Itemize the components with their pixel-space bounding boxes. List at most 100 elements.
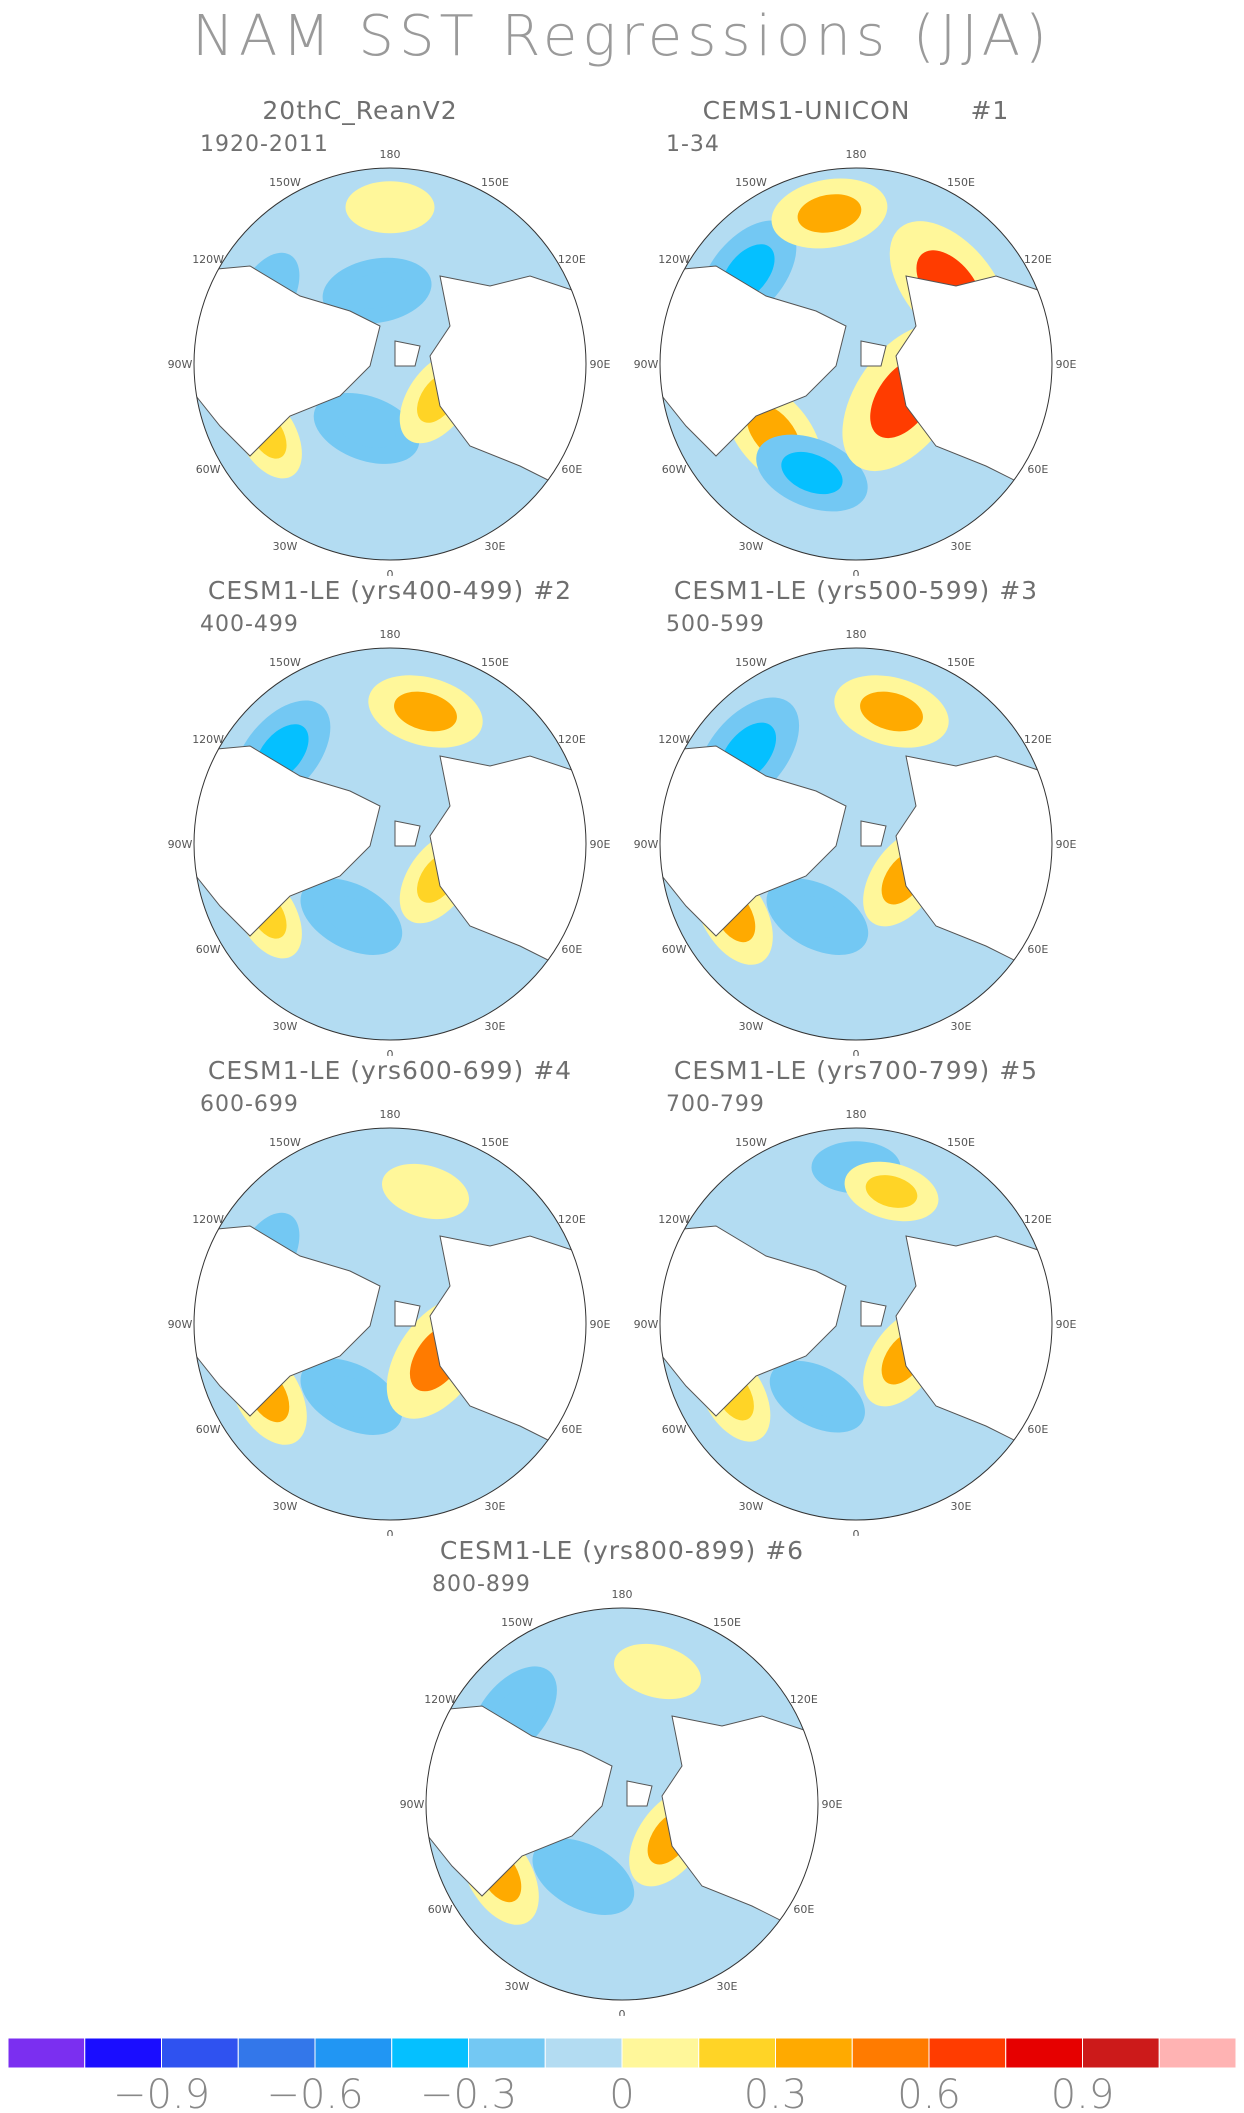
longitude-label: 180 — [380, 1108, 401, 1121]
anomaly-core — [791, 1376, 844, 1417]
longitude-label: 120E — [1024, 1213, 1052, 1226]
landmass — [860, 340, 887, 367]
longitude-label: 0 — [619, 2008, 626, 2016]
panel-title: CESM1-LE (yrs700-799) #5 — [673, 1056, 1039, 1085]
anomaly-core — [394, 691, 457, 732]
longitude-label: 60E — [561, 943, 582, 956]
panel-years: 800-899 — [432, 1572, 531, 1597]
longitude-label: 90E — [822, 1798, 843, 1811]
colorbar-swatch — [314, 2037, 393, 2069]
anomaly-region — [382, 1163, 470, 1220]
longitude-label: 60E — [1027, 1423, 1048, 1436]
longitude-label: 60W — [662, 463, 687, 476]
anomaly-core — [323, 895, 380, 938]
colorbar-label: 0 — [609, 2072, 634, 2112]
longitude-label: 0 — [853, 1048, 860, 1056]
map-boundary — [193, 167, 587, 561]
panel-title: CEMS1-UNICON #1 — [702, 96, 1010, 125]
longitude-label: 30W — [505, 1980, 530, 1993]
colorbar: −0.9 −0.6 −0.3 0 0.3 0.6 0.9 — [8, 2037, 1236, 2112]
longitude-label: 120E — [558, 1213, 586, 1226]
colorbar-label: 0.6 — [897, 2072, 961, 2112]
longitude-label: 0 — [853, 568, 860, 576]
polar-map: 180 150E 120E 90E 60E 30E 0 30W 60W 90W 120W 150W — [634, 1108, 1077, 1536]
longitude-label: 150W — [269, 1136, 301, 1149]
panel-years: 700-799 — [666, 1092, 765, 1117]
panel-years: 400-499 — [200, 612, 299, 637]
anomaly-core — [860, 691, 923, 732]
longitude-label: 180 — [846, 148, 867, 161]
polar-map: 180 150E 120E 90E 60E 30E 0 30W 60W 90W 120W 150W — [168, 1108, 611, 1536]
longitude-label: 180 — [846, 628, 867, 641]
longitude-label: 30W — [739, 1500, 764, 1513]
longitude-label: 0 — [387, 1528, 394, 1536]
longitude-label: 150W — [269, 656, 301, 669]
anomaly-core — [789, 895, 846, 938]
figure-title: NAM SST Regressions (JJA) — [192, 4, 1052, 69]
panel-title: 20thC_ReanV2 — [262, 96, 458, 125]
anomaly-core — [865, 1175, 918, 1208]
anomaly-region — [614, 1643, 702, 1700]
longitude-label: 180 — [380, 628, 401, 641]
colorbar-swatch — [775, 2037, 853, 2069]
colorbar-swatch — [161, 2037, 239, 2069]
anomaly-core — [797, 194, 862, 233]
landmass — [626, 1780, 653, 1807]
longitude-label: 30E — [485, 1020, 506, 1033]
colorbar-label: 0.9 — [1051, 2072, 1115, 2112]
map-panel-3: 180 150E 120E 90E 60E 30E 0 30W 60W 90W 120W 150W C… — [140, 576, 640, 1056]
panel-years: 600-699 — [200, 1092, 299, 1117]
colorbar-swatch — [237, 2037, 316, 2069]
longitude-label: 120W — [658, 733, 690, 746]
longitude-label: 30E — [951, 540, 972, 553]
longitude-label: 180 — [846, 1108, 867, 1121]
longitude-label: 60W — [196, 943, 221, 956]
polar-map: 180 150E 120E 90E 60E 30E 0 30W 60W 90W 120W 150W — [634, 628, 1077, 1056]
colorbar-label: −0.9 — [113, 2072, 210, 2112]
panel-title: CESM1-LE (yrs800-899) #6 — [439, 1536, 805, 1565]
map-panel-4: 180 150E 120E 90E 60E 30E 0 30W 60W 90W 120W 150W C… — [606, 576, 1106, 1056]
colorbar-swatch — [1082, 2037, 1160, 2069]
longitude-label: 120E — [1024, 253, 1052, 266]
map-panel-2: 180 150E 120E 90E 60E 30E 0 30W 60W 90W 120W 150W C… — [606, 96, 1106, 576]
longitude-label: 90W — [400, 1798, 425, 1811]
longitude-label: 60W — [428, 1903, 453, 1916]
longitude-label: 30E — [951, 1020, 972, 1033]
longitude-label: 120E — [790, 1693, 818, 1706]
longitude-label: 150E — [481, 1136, 509, 1149]
longitude-label: 0 — [853, 1528, 860, 1536]
colorbar-swatch — [1005, 2037, 1083, 2069]
longitude-label: 150E — [713, 1616, 741, 1629]
map-boundary — [659, 167, 1053, 561]
map-panel-1: 180 150E 120E 90E 60E 30E 0 30W 60W 90W 120W 150W 2… — [140, 96, 640, 576]
map-boundary — [425, 1607, 819, 2001]
landmass — [860, 820, 887, 847]
longitude-label: 120W — [192, 733, 224, 746]
anomaly-region — [345, 181, 435, 234]
map-boundary — [193, 647, 587, 1041]
map-panel-6: 180 150E 120E 90E 60E 30E 0 30W 60W 90W 120W 150W C… — [606, 1056, 1106, 1536]
polar-map: 180 150E 120E 90E 60E 30E 0 30W 60W 90W 120W 150W — [400, 1588, 843, 2016]
longitude-label: 30W — [273, 1020, 298, 1033]
longitude-label: 60E — [793, 1903, 814, 1916]
colorbar-swatch — [851, 2037, 930, 2069]
colorbar-swatch — [468, 2037, 546, 2069]
longitude-label: 150E — [947, 1136, 975, 1149]
longitude-label: 90E — [590, 838, 611, 851]
longitude-label: 120W — [192, 1213, 224, 1226]
longitude-label: 120E — [1024, 733, 1052, 746]
anomaly-core — [347, 272, 408, 309]
longitude-label: 60W — [196, 1423, 221, 1436]
anomaly-core — [555, 1855, 612, 1898]
longitude-label: 60E — [1027, 943, 1048, 956]
longitude-label: 60E — [561, 463, 582, 476]
longitude-label: 30E — [951, 1500, 972, 1513]
polar-map: 180 150E 120E 90E 60E 30E 0 30W 60W 90W 120W 150W — [168, 148, 611, 576]
anomaly-core — [323, 1375, 380, 1418]
longitude-label: 150W — [501, 1616, 533, 1629]
polar-map: 180 150E 120E 90E 60E 30E 0 30W 60W 90W 120W 150W — [634, 148, 1077, 576]
longitude-label: 150E — [947, 176, 975, 189]
longitude-label: 90E — [590, 358, 611, 371]
colorbar-label: 0.3 — [744, 2072, 808, 2112]
longitude-label: 90E — [1056, 1318, 1077, 1331]
